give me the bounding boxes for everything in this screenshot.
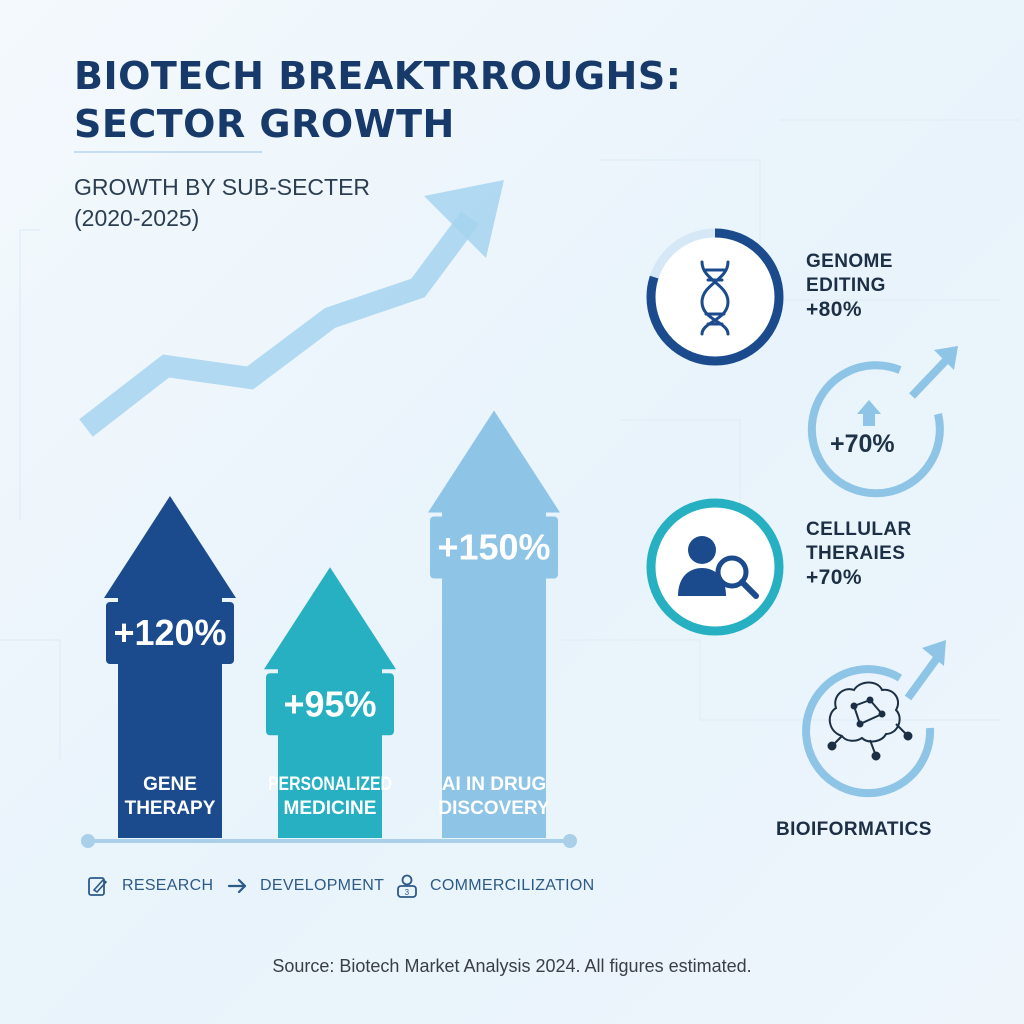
stage-label: COMMERCILIZATION	[430, 877, 595, 894]
brain-network-icon	[827, 681, 913, 761]
trend-arrow-head	[424, 180, 504, 258]
person-badge-icon: 3	[397, 874, 417, 898]
category-label: MEDICINE	[284, 798, 377, 819]
subtitle-line-2: (2020-2025)	[74, 205, 200, 231]
bar-1: +95% PERSONALIZED MEDICINE	[264, 567, 396, 838]
category-label: GENE	[143, 774, 197, 795]
cellular-therapies-ring	[646, 498, 784, 636]
bar-arrow-head	[264, 567, 396, 670]
bioinformatics-label: BIOIFORMATICS	[776, 819, 932, 840]
genome-editing-value: +80%	[806, 298, 862, 321]
dna-icon	[700, 260, 730, 336]
side-line: GENOME	[806, 251, 893, 272]
bar-value-label: +95%	[283, 683, 376, 724]
bar-value-label: +150%	[437, 527, 550, 568]
bar-arrow-head	[104, 496, 236, 598]
category-label: PERSONALIZED	[268, 774, 392, 795]
genome-progress-arc	[646, 228, 784, 366]
source-note: Source: Biotech Market Analysis 2024. Al…	[272, 956, 752, 976]
stage-label: DEVELOPMENT	[260, 877, 385, 894]
side-line: EDITING	[806, 275, 886, 296]
axis-start-dot	[81, 834, 95, 848]
bar-value-label: +120%	[113, 612, 226, 653]
cellular-therapies-label: CELLULAR THERAIES +70%	[806, 518, 912, 591]
side-line: CELLULAR	[806, 519, 912, 540]
seventy-percent-value: +70%	[830, 430, 895, 458]
chart-subtitle: GROWTH BY SUB-SECTER (2020-2025)	[74, 172, 454, 234]
category-label: DISCOVERY	[438, 798, 550, 819]
svg-text:3: 3	[405, 888, 410, 897]
category-label: AI IN DRUG	[442, 774, 547, 795]
stage-development: DEVELOPMENT	[226, 872, 384, 900]
category-label: THERAPY	[125, 798, 216, 819]
bar-value-cap	[106, 602, 234, 664]
clipboard-pen-icon	[88, 877, 108, 896]
subtitle-line-1: GROWTH BY SUB-SECTER	[74, 174, 371, 200]
genome-editing-ring	[646, 228, 784, 366]
up-arrow-icon	[857, 400, 881, 426]
trend-arrow-line	[79, 211, 479, 437]
stage-research: RESEARCH	[86, 872, 213, 900]
bioinformatics-ring	[802, 640, 946, 798]
seventy-percent-ring	[807, 346, 958, 498]
stage-label: RESEARCH	[122, 877, 214, 894]
bar-2: +150% AI IN DRUG DISCOVERY	[428, 410, 560, 838]
bar-arrow-head	[428, 410, 560, 513]
bar-value-cap	[266, 673, 394, 736]
bar-value-cap	[430, 516, 558, 579]
title-divider	[74, 151, 262, 153]
page-title: BIOTECH BREAKTRROUGHS: SECTOR GROWTH	[74, 54, 682, 146]
arrow-right-icon	[227, 878, 247, 894]
side-line: THERAIES	[806, 543, 906, 564]
stage-commercialization: 3 COMMERCILIZATION	[394, 872, 595, 900]
axis-end-dot	[563, 834, 577, 848]
person-magnifier-icon	[678, 536, 759, 599]
bar-0: +120% GENE THERAPY	[104, 496, 236, 838]
genome-editing-label: GENOME EDITING +80%	[806, 250, 893, 323]
cellular-therapies-value: +70%	[806, 566, 862, 589]
